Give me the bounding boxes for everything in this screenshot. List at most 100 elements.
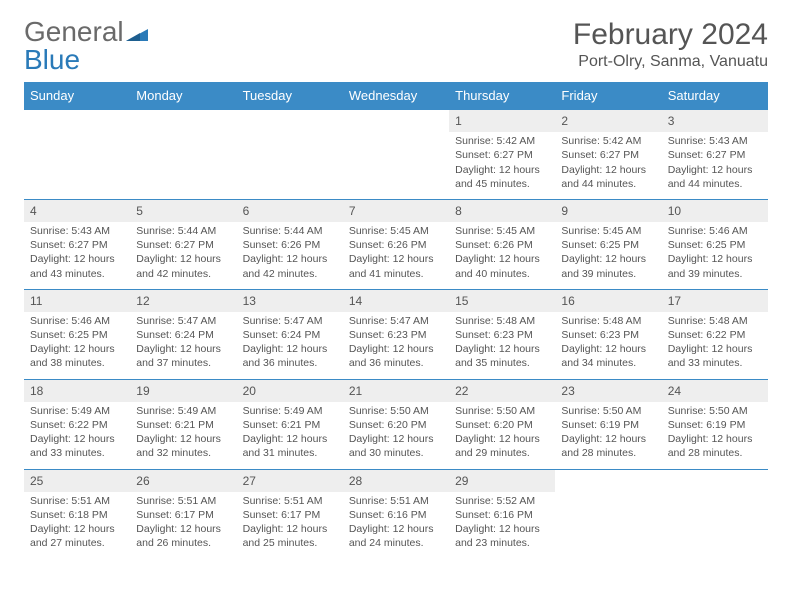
- day-number: 14: [343, 290, 449, 312]
- day-number: 3: [662, 110, 768, 132]
- day-number: 24: [662, 380, 768, 402]
- day-cell: 3Sunrise: 5:43 AMSunset: 6:27 PMDaylight…: [662, 110, 768, 200]
- day-content: Sunrise: 5:48 AMSunset: 6:22 PMDaylight:…: [662, 312, 768, 379]
- empty-cell: 0: [130, 110, 236, 200]
- day-cell: 16Sunrise: 5:48 AMSunset: 6:23 PMDayligh…: [555, 289, 661, 379]
- empty-cell: 0: [343, 110, 449, 200]
- day-number: 6: [237, 200, 343, 222]
- day-header-saturday: Saturday: [662, 82, 768, 110]
- day-content: Sunrise: 5:47 AMSunset: 6:24 PMDaylight:…: [237, 312, 343, 379]
- day-cell: 11Sunrise: 5:46 AMSunset: 6:25 PMDayligh…: [24, 289, 130, 379]
- day-number: 17: [662, 290, 768, 312]
- day-cell: 25Sunrise: 5:51 AMSunset: 6:18 PMDayligh…: [24, 469, 130, 558]
- day-content: Sunrise: 5:45 AMSunset: 6:26 PMDaylight:…: [343, 222, 449, 289]
- day-content: Sunrise: 5:51 AMSunset: 6:17 PMDaylight:…: [130, 492, 236, 559]
- day-content: Sunrise: 5:49 AMSunset: 6:22 PMDaylight:…: [24, 402, 130, 469]
- day-content: Sunrise: 5:47 AMSunset: 6:23 PMDaylight:…: [343, 312, 449, 379]
- day-header-monday: Monday: [130, 82, 236, 110]
- day-cell: 27Sunrise: 5:51 AMSunset: 6:17 PMDayligh…: [237, 469, 343, 558]
- day-content: Sunrise: 5:43 AMSunset: 6:27 PMDaylight:…: [662, 132, 768, 199]
- logo-text: General Blue: [24, 18, 148, 74]
- week-row: 25Sunrise: 5:51 AMSunset: 6:18 PMDayligh…: [24, 469, 768, 558]
- day-content: Sunrise: 5:46 AMSunset: 6:25 PMDaylight:…: [662, 222, 768, 289]
- day-content: Sunrise: 5:50 AMSunset: 6:19 PMDaylight:…: [662, 402, 768, 469]
- day-cell: 13Sunrise: 5:47 AMSunset: 6:24 PMDayligh…: [237, 289, 343, 379]
- day-header-wednesday: Wednesday: [343, 82, 449, 110]
- day-content: Sunrise: 5:46 AMSunset: 6:25 PMDaylight:…: [24, 312, 130, 379]
- day-cell: 24Sunrise: 5:50 AMSunset: 6:19 PMDayligh…: [662, 379, 768, 469]
- day-number: 13: [237, 290, 343, 312]
- day-number: 2: [555, 110, 661, 132]
- day-number: 28: [343, 470, 449, 492]
- location: Port-Olry, Sanma, Vanuatu: [573, 53, 768, 71]
- day-number: 19: [130, 380, 236, 402]
- day-content: Sunrise: 5:51 AMSunset: 6:17 PMDaylight:…: [237, 492, 343, 559]
- day-content: Sunrise: 5:44 AMSunset: 6:26 PMDaylight:…: [237, 222, 343, 289]
- logo: General Blue: [24, 18, 148, 74]
- day-number: 5: [130, 200, 236, 222]
- day-cell: 19Sunrise: 5:49 AMSunset: 6:21 PMDayligh…: [130, 379, 236, 469]
- day-content: Sunrise: 5:48 AMSunset: 6:23 PMDaylight:…: [449, 312, 555, 379]
- day-content: Sunrise: 5:50 AMSunset: 6:20 PMDaylight:…: [343, 402, 449, 469]
- day-number: 7: [343, 200, 449, 222]
- day-content: Sunrise: 5:43 AMSunset: 6:27 PMDaylight:…: [24, 222, 130, 289]
- empty-cell: 0: [555, 469, 661, 558]
- header: General Blue February 2024 Port-Olry, Sa…: [24, 18, 768, 74]
- day-number: 26: [130, 470, 236, 492]
- calendar-header-row: SundayMondayTuesdayWednesdayThursdayFrid…: [24, 82, 768, 110]
- day-number: 1: [449, 110, 555, 132]
- day-number: 8: [449, 200, 555, 222]
- logo-triangle-icon: [126, 16, 148, 47]
- day-cell: 28Sunrise: 5:51 AMSunset: 6:16 PMDayligh…: [343, 469, 449, 558]
- day-cell: 17Sunrise: 5:48 AMSunset: 6:22 PMDayligh…: [662, 289, 768, 379]
- day-number: 16: [555, 290, 661, 312]
- day-cell: 4Sunrise: 5:43 AMSunset: 6:27 PMDaylight…: [24, 199, 130, 289]
- day-number: 21: [343, 380, 449, 402]
- day-content: Sunrise: 5:50 AMSunset: 6:19 PMDaylight:…: [555, 402, 661, 469]
- day-cell: 23Sunrise: 5:50 AMSunset: 6:19 PMDayligh…: [555, 379, 661, 469]
- day-number: 18: [24, 380, 130, 402]
- day-content: Sunrise: 5:49 AMSunset: 6:21 PMDaylight:…: [130, 402, 236, 469]
- day-cell: 8Sunrise: 5:45 AMSunset: 6:26 PMDaylight…: [449, 199, 555, 289]
- day-cell: 7Sunrise: 5:45 AMSunset: 6:26 PMDaylight…: [343, 199, 449, 289]
- day-cell: 9Sunrise: 5:45 AMSunset: 6:25 PMDaylight…: [555, 199, 661, 289]
- day-cell: 1Sunrise: 5:42 AMSunset: 6:27 PMDaylight…: [449, 110, 555, 200]
- day-cell: 14Sunrise: 5:47 AMSunset: 6:23 PMDayligh…: [343, 289, 449, 379]
- empty-cell: 0: [662, 469, 768, 558]
- month-title: February 2024: [573, 18, 768, 51]
- day-content: Sunrise: 5:45 AMSunset: 6:26 PMDaylight:…: [449, 222, 555, 289]
- logo-word1: General: [24, 16, 124, 47]
- day-content: Sunrise: 5:42 AMSunset: 6:27 PMDaylight:…: [449, 132, 555, 199]
- day-header-tuesday: Tuesday: [237, 82, 343, 110]
- day-content: Sunrise: 5:51 AMSunset: 6:16 PMDaylight:…: [343, 492, 449, 559]
- day-number: 29: [449, 470, 555, 492]
- day-cell: 18Sunrise: 5:49 AMSunset: 6:22 PMDayligh…: [24, 379, 130, 469]
- day-content: Sunrise: 5:51 AMSunset: 6:18 PMDaylight:…: [24, 492, 130, 559]
- day-content: Sunrise: 5:49 AMSunset: 6:21 PMDaylight:…: [237, 402, 343, 469]
- day-header-thursday: Thursday: [449, 82, 555, 110]
- day-number: 15: [449, 290, 555, 312]
- day-cell: 21Sunrise: 5:50 AMSunset: 6:20 PMDayligh…: [343, 379, 449, 469]
- week-row: 11Sunrise: 5:46 AMSunset: 6:25 PMDayligh…: [24, 289, 768, 379]
- day-content: Sunrise: 5:45 AMSunset: 6:25 PMDaylight:…: [555, 222, 661, 289]
- week-row: 0 0 0 0 1Sunrise: 5:42 AMSunset: 6:27 PM…: [24, 110, 768, 200]
- day-number: 25: [24, 470, 130, 492]
- day-cell: 29Sunrise: 5:52 AMSunset: 6:16 PMDayligh…: [449, 469, 555, 558]
- day-number: 12: [130, 290, 236, 312]
- day-content: Sunrise: 5:44 AMSunset: 6:27 PMDaylight:…: [130, 222, 236, 289]
- day-number: 10: [662, 200, 768, 222]
- day-number: 20: [237, 380, 343, 402]
- day-header-friday: Friday: [555, 82, 661, 110]
- week-row: 4Sunrise: 5:43 AMSunset: 6:27 PMDaylight…: [24, 199, 768, 289]
- day-cell: 10Sunrise: 5:46 AMSunset: 6:25 PMDayligh…: [662, 199, 768, 289]
- day-cell: 15Sunrise: 5:48 AMSunset: 6:23 PMDayligh…: [449, 289, 555, 379]
- day-cell: 5Sunrise: 5:44 AMSunset: 6:27 PMDaylight…: [130, 199, 236, 289]
- title-block: February 2024 Port-Olry, Sanma, Vanuatu: [573, 18, 768, 71]
- day-content: Sunrise: 5:42 AMSunset: 6:27 PMDaylight:…: [555, 132, 661, 199]
- day-cell: 26Sunrise: 5:51 AMSunset: 6:17 PMDayligh…: [130, 469, 236, 558]
- empty-cell: 0: [24, 110, 130, 200]
- day-cell: 6Sunrise: 5:44 AMSunset: 6:26 PMDaylight…: [237, 199, 343, 289]
- day-content: Sunrise: 5:52 AMSunset: 6:16 PMDaylight:…: [449, 492, 555, 559]
- week-row: 18Sunrise: 5:49 AMSunset: 6:22 PMDayligh…: [24, 379, 768, 469]
- day-cell: 22Sunrise: 5:50 AMSunset: 6:20 PMDayligh…: [449, 379, 555, 469]
